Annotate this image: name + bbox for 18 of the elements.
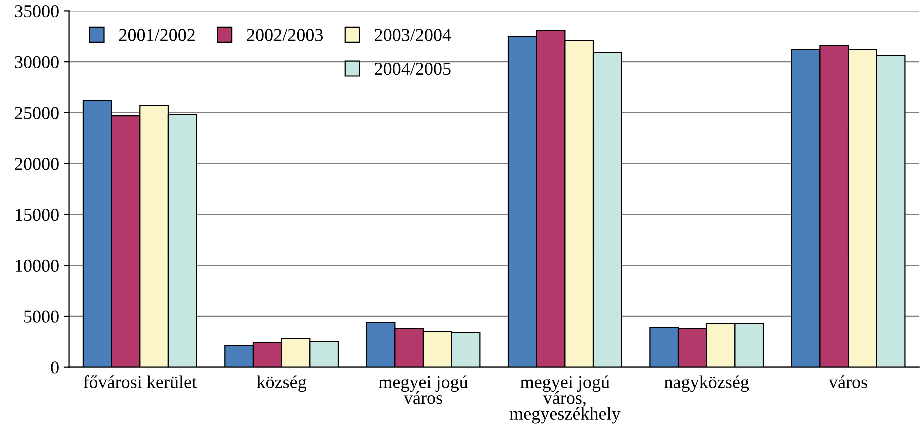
y-tick-label: 35000 [15,5,59,18]
x-tick-label: község [257,376,307,392]
x-tick-label: nagyközség [664,376,750,392]
y-tick-label: 5000 [24,310,59,323]
y-tick-label: 15000 [16,208,59,222]
x-tick-label: megyei jogú város [379,376,468,404]
y-tick-label: 20000 [15,158,59,170]
legend-label: 2004/2005 [375,62,451,76]
y-tick-label: 30000 [15,56,59,69]
legend-label: 2001/2002 [119,29,195,42]
y-tick-label: 0 [51,362,59,374]
y-tick-label: 10000 [16,260,59,272]
x-tick-label: fővárosi kerület [84,376,197,388]
x-tick-label: város [828,376,868,388]
y-tick-label: 25000 [15,107,59,120]
x-tick-label: megyei jogú város, megyeszékhely [510,376,621,424]
legend-label: 2002/2003 [247,29,324,42]
legend-label: 2003/2004 [375,29,452,42]
